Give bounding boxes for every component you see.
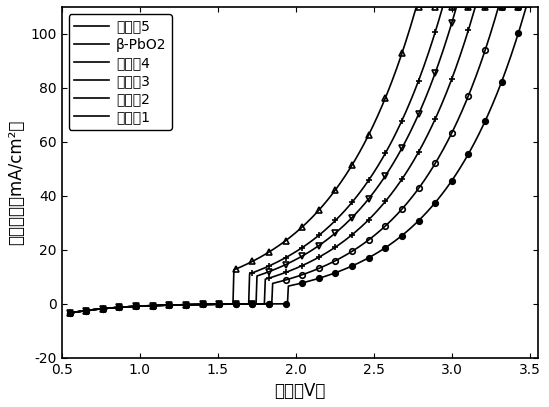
实施例4 (285, 261, 292, 266)
实施例5 (527, 4, 534, 9)
实施例3 (444, 88, 451, 93)
实施例3 (527, 4, 534, 9)
实施例4 (444, 35, 451, 40)
β-PbO2 (445, 4, 451, 9)
β-PbO2 (340, 209, 347, 214)
Line: 实施例4: 实施例4 (70, 7, 530, 313)
实施例1 (527, 4, 534, 9)
实施例3 (288, 268, 294, 273)
实施例4 (66, 311, 73, 315)
Legend: 实施例5, β-PbO2, 实施例4, 实施例3, 实施例2, 实施例1: 实施例5, β-PbO2, 实施例4, 实施例3, 实施例2, 实施例1 (69, 14, 172, 130)
实施例1 (288, 283, 294, 288)
实施例1 (285, 284, 292, 289)
β-PbO2 (66, 311, 73, 315)
实施例4 (454, 4, 461, 9)
实施例3 (66, 311, 73, 315)
实施例4 (527, 4, 534, 9)
实施例2 (340, 254, 347, 259)
Line: 实施例2: 实施例2 (70, 7, 530, 313)
实施例2 (316, 266, 322, 271)
实施例5 (316, 208, 322, 212)
实施例2 (527, 4, 534, 9)
实施例2 (288, 276, 294, 281)
Line: 实施例1: 实施例1 (70, 7, 530, 313)
实施例3 (340, 239, 347, 244)
实施例1 (516, 28, 523, 33)
Y-axis label: 电流密度（mA/cm²）: 电流密度（mA/cm²） (7, 120, 25, 245)
Line: β-PbO2: β-PbO2 (70, 7, 530, 313)
β-PbO2 (316, 233, 322, 238)
实施例5 (285, 236, 292, 241)
β-PbO2 (288, 252, 294, 257)
实施例3 (316, 255, 322, 260)
实施例4 (288, 260, 294, 265)
实施例2 (496, 4, 502, 9)
实施例5 (517, 4, 523, 9)
实施例3 (517, 4, 523, 9)
实施例5 (288, 234, 294, 239)
β-PbO2 (285, 254, 292, 258)
实施例1 (523, 4, 530, 9)
X-axis label: 电压（V）: 电压（V） (274, 382, 326, 400)
实施例1 (66, 311, 73, 315)
Line: 实施例3: 实施例3 (70, 7, 530, 313)
实施例4 (316, 243, 322, 248)
实施例1 (340, 267, 347, 272)
β-PbO2 (517, 4, 523, 9)
实施例3 (473, 4, 479, 9)
实施例5 (340, 175, 347, 180)
实施例5 (66, 311, 73, 315)
实施例5 (413, 4, 420, 9)
实施例5 (445, 4, 451, 9)
实施例1 (444, 185, 451, 190)
实施例4 (340, 223, 347, 228)
实施例4 (517, 4, 523, 9)
实施例2 (517, 4, 523, 9)
实施例1 (316, 276, 322, 281)
实施例2 (444, 140, 451, 144)
β-PbO2 (527, 4, 534, 9)
实施例2 (66, 311, 73, 315)
β-PbO2 (440, 4, 447, 9)
实施例3 (285, 269, 292, 274)
Line: 实施例5: 实施例5 (70, 7, 530, 313)
实施例2 (285, 277, 292, 282)
